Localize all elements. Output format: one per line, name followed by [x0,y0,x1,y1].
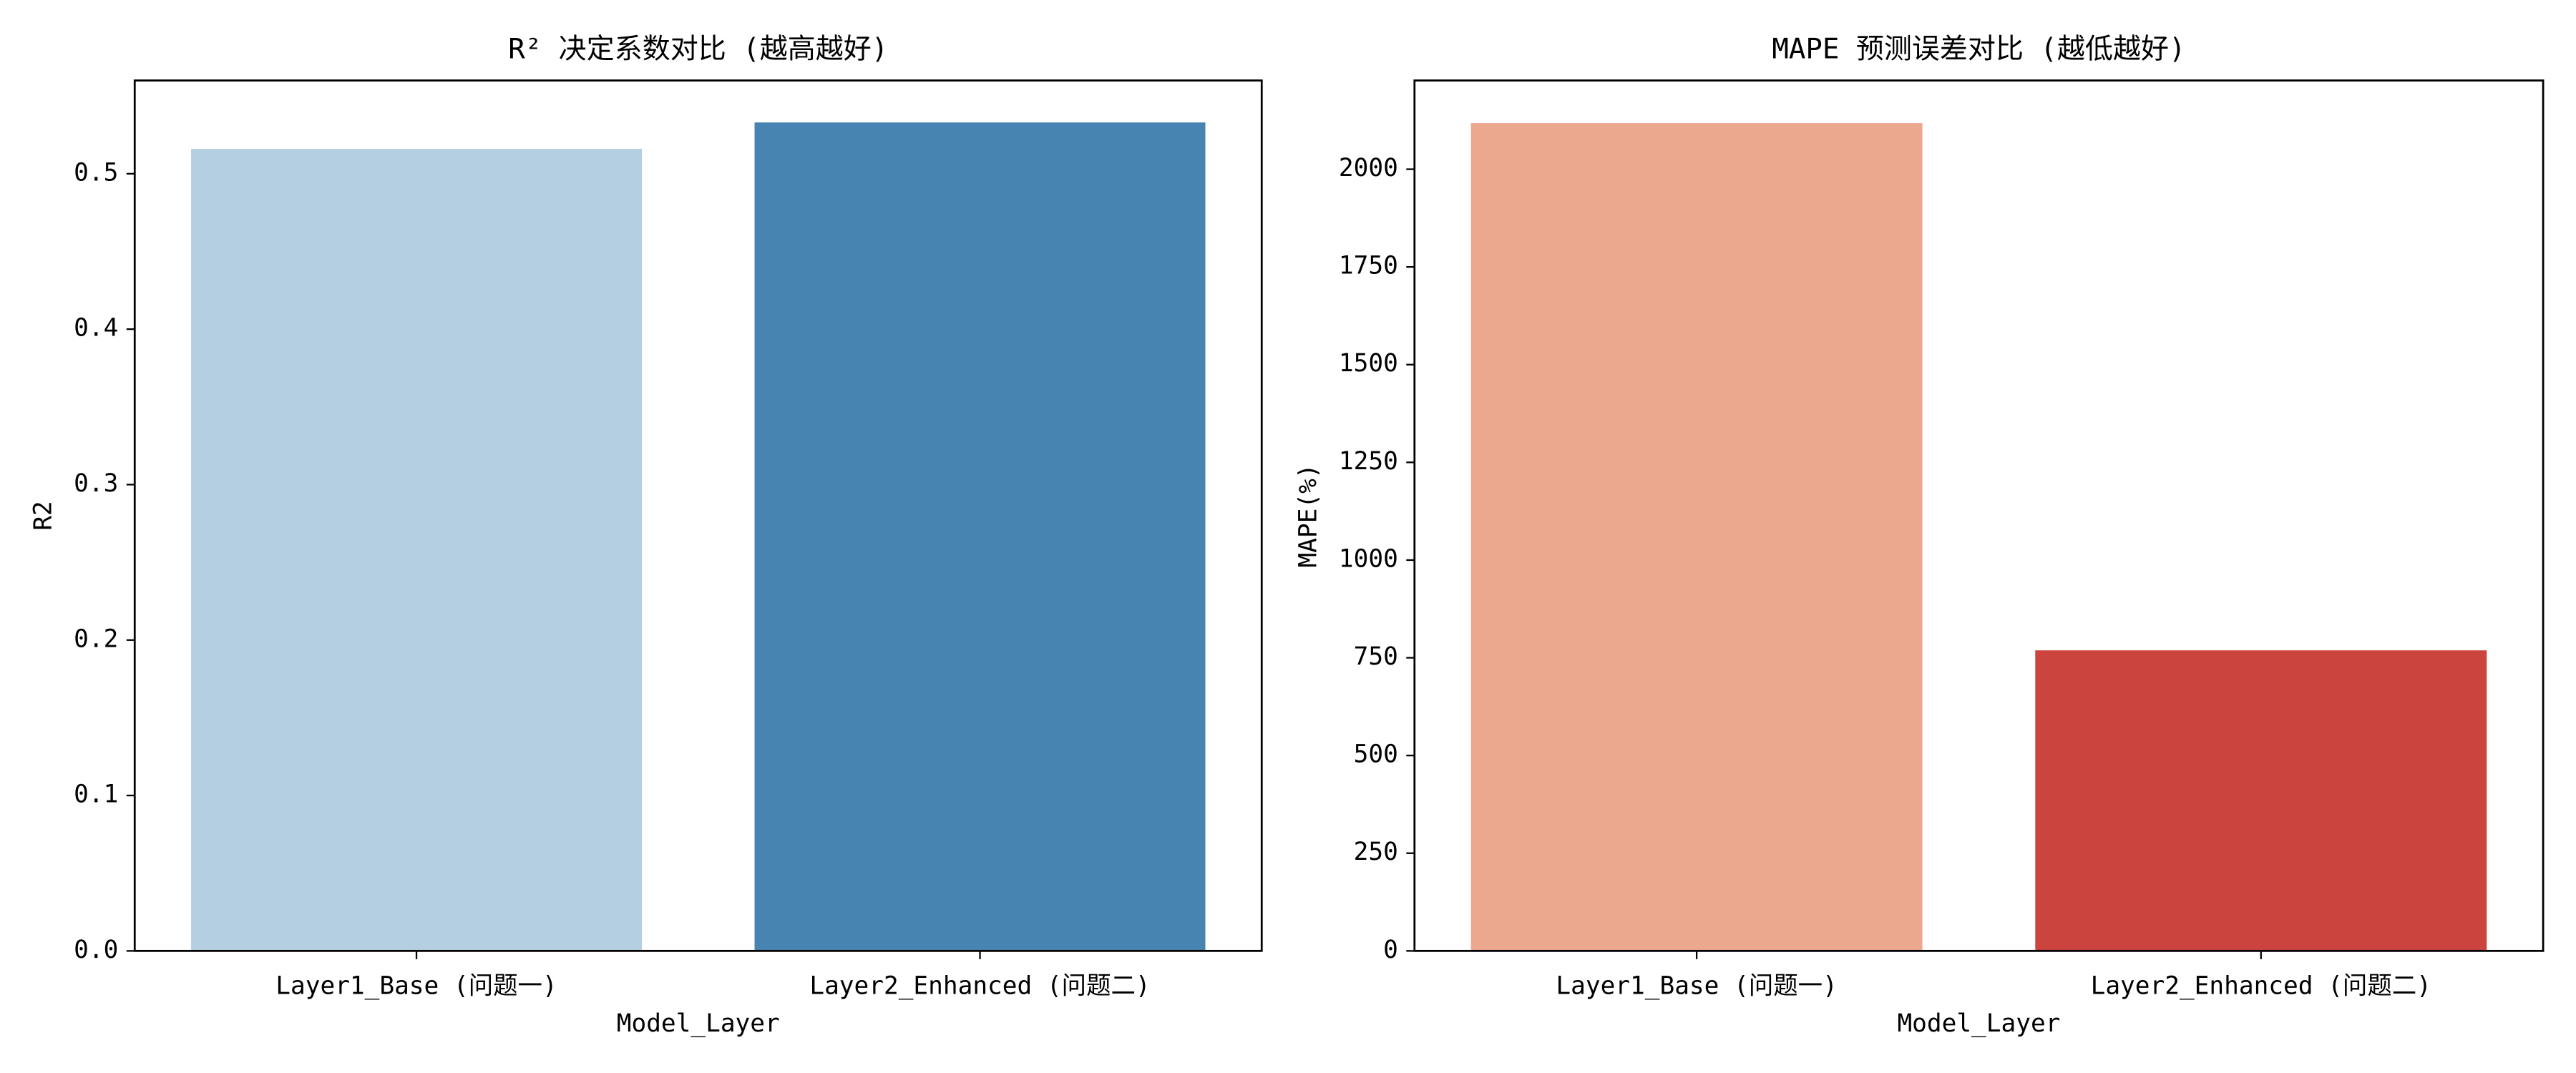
x-axis-label: Model_Layer [617,1009,780,1038]
bar [1470,123,1923,951]
y-tick-label: 0 [1383,936,1398,964]
y-tick-label: 0.4 [74,314,118,343]
y-tick-label: 1750 [1339,252,1398,280]
chart-title: R² 决定系数对比 (越高越好) [508,34,888,66]
y-tick-label: 500 [1354,740,1398,769]
y-tick-label: 250 [1354,838,1398,866]
bar [2035,650,2487,951]
x-tick-label: Layer2_Enhanced (问题二) [2091,971,2431,1000]
y-axis-label: R2 [29,501,57,530]
y-tick-label: 0.2 [74,624,118,653]
bar [191,149,643,951]
axes-frame [133,79,1263,952]
y-tick-label: 1000 [1339,544,1398,573]
y-tick-label: 0.3 [74,469,118,498]
y-tick-label: 750 [1354,642,1398,671]
y-tick-label: 0.5 [74,158,118,187]
x-axis-label: Model_Layer [1897,1009,2060,1038]
x-tick-label: Layer1_Base (问题一) [1556,971,1837,1000]
x-tick-label: Layer1_Base (问题一) [275,971,557,1000]
chart-title: MAPE 预测误差对比 (越低越好) [1772,34,2185,66]
y-tick-label: 0.1 [74,780,118,809]
bar [754,122,1206,951]
y-tick-label: 1500 [1339,349,1398,378]
y-tick-label: 2000 [1339,154,1398,182]
x-tick-label: Layer2_Enhanced (问题二) [809,971,1150,1000]
y-axis-label: MAPE(%) [1294,464,1322,567]
y-tick-label: 1250 [1339,447,1398,476]
axes-frame [1413,79,2545,952]
y-tick-label: 0.0 [74,936,118,964]
